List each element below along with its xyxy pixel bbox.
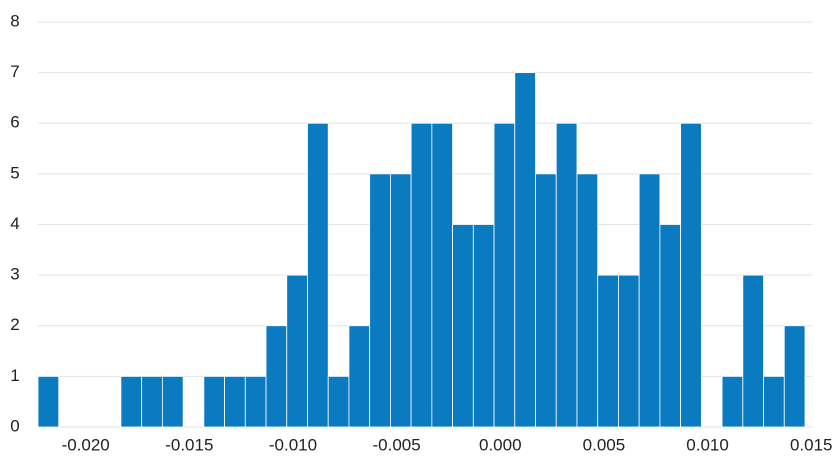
bar: [535, 173, 557, 428]
x-tick-label: -0.015: [165, 435, 213, 454]
bar: [472, 224, 495, 428]
bar: [431, 122, 453, 428]
bar: [680, 122, 702, 428]
bar: [369, 173, 391, 428]
y-tick-label: 5: [10, 163, 19, 182]
bar: [141, 375, 163, 428]
y-tick-label: 8: [10, 11, 19, 30]
bar: [763, 375, 785, 428]
bar: [493, 122, 516, 428]
bar: [783, 325, 806, 428]
bar: [265, 325, 288, 428]
bar: [576, 173, 599, 428]
bar: [638, 173, 661, 428]
bar: [120, 375, 143, 428]
bar: [37, 375, 60, 428]
x-tick-label: -0.010: [269, 435, 317, 454]
y-tick-label: 4: [10, 214, 19, 233]
bar: [307, 122, 329, 428]
bar: [348, 325, 371, 428]
y-tick-label: 0: [10, 416, 19, 435]
x-tick-label: -0.020: [62, 435, 110, 454]
bar: [161, 375, 184, 428]
y-tick-label: 6: [10, 113, 19, 132]
bar: [742, 274, 764, 428]
bar: [721, 375, 744, 428]
bar: [410, 122, 433, 428]
bar: [618, 274, 640, 428]
bar: [327, 375, 350, 428]
bar: [555, 122, 578, 428]
x-tick-label: 0.015: [790, 435, 833, 454]
x-tick-label: 0.005: [583, 435, 626, 454]
x-tick-label: 0.010: [686, 435, 729, 454]
bar: [514, 72, 536, 428]
bar: [452, 224, 474, 428]
bar: [203, 375, 225, 428]
bar: [286, 274, 308, 428]
x-tick-label: -0.005: [373, 435, 421, 454]
y-tick-label: 7: [10, 62, 19, 81]
bar: [224, 375, 246, 428]
bar: [659, 224, 682, 428]
bar: [597, 274, 619, 428]
y-tick-label: 3: [10, 265, 19, 284]
bar: [390, 173, 412, 428]
y-tick-label: 1: [10, 366, 19, 385]
bar: [244, 375, 267, 428]
x-tick-label: 0.000: [479, 435, 522, 454]
y-tick-label: 2: [10, 315, 19, 334]
